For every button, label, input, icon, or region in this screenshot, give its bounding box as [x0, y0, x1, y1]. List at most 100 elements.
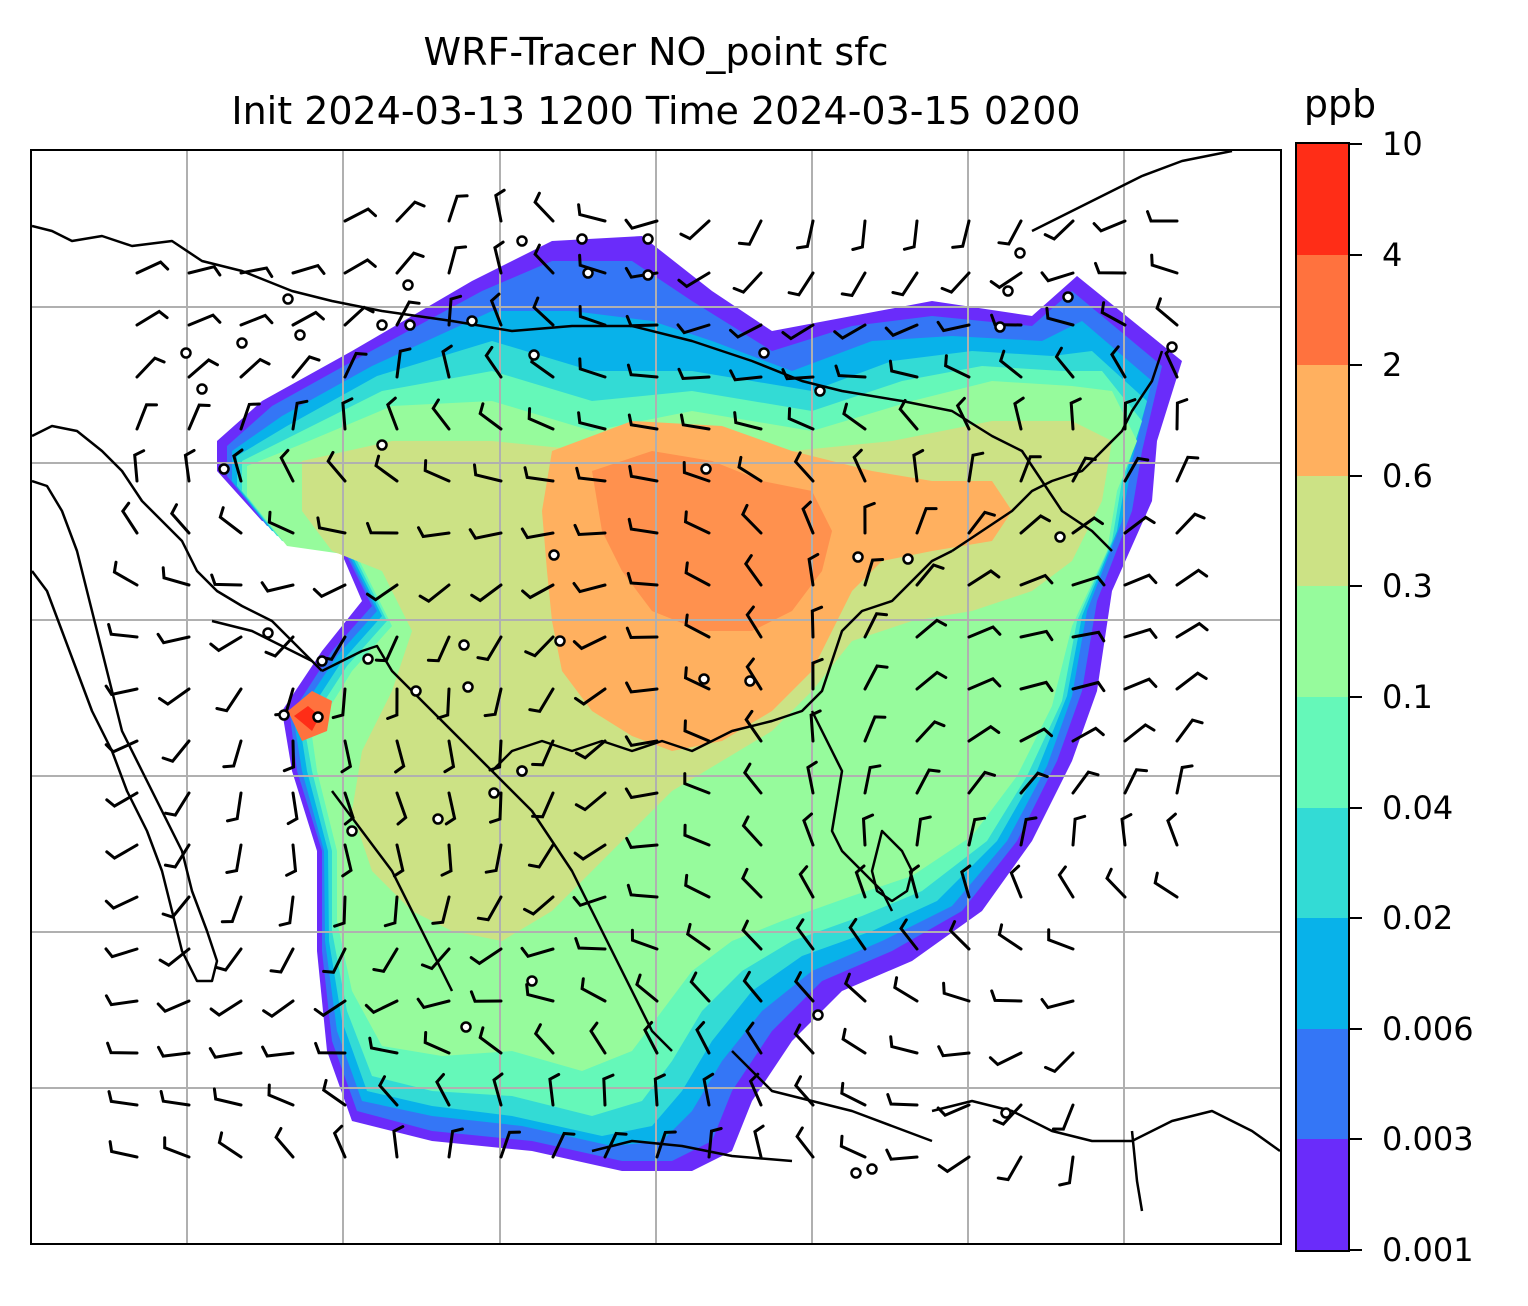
wind-barb — [625, 626, 659, 640]
wind-barb — [1071, 575, 1106, 587]
point-source-marker — [402, 279, 414, 291]
wind-barb — [801, 500, 815, 535]
wind-barb — [684, 613, 711, 639]
wind-barb — [291, 310, 325, 327]
wind-barb — [806, 760, 818, 795]
wind-barb — [753, 1124, 765, 1159]
wind-barb — [912, 449, 925, 483]
wind-barb — [312, 583, 347, 599]
point-sources — [180, 233, 1178, 1179]
colorbar-unit-label: ppb — [1303, 82, 1377, 126]
wind-barb — [937, 1045, 971, 1058]
wind-barb — [967, 770, 996, 795]
wind-barb — [1058, 1155, 1075, 1187]
wind-barb — [655, 1130, 677, 1159]
wind-barb — [489, 292, 503, 327]
wind-barb — [1043, 219, 1075, 241]
point-source-marker — [462, 681, 474, 693]
wind-barb — [264, 635, 295, 658]
wind-barb — [484, 345, 503, 379]
wind-barb — [834, 364, 867, 379]
wind-barb — [105, 843, 139, 860]
point-source-marker — [850, 1167, 862, 1179]
point-source-marker — [528, 349, 540, 361]
wind-barb — [1071, 630, 1106, 643]
wind-barb — [578, 305, 607, 327]
wind-barb — [840, 271, 867, 298]
wind-barb — [528, 687, 555, 713]
wind-barb — [1175, 398, 1189, 431]
wind-barb — [967, 510, 996, 535]
coastline-segment — [32, 224, 1113, 552]
wind-barb — [392, 1125, 405, 1159]
wind-barb — [574, 937, 607, 951]
point-source-marker — [812, 1009, 824, 1021]
wind-barb — [960, 864, 972, 899]
wind-barb — [891, 271, 919, 297]
wind-barb — [809, 709, 822, 743]
wind-barb — [1069, 397, 1082, 431]
wind-barb — [392, 843, 405, 878]
point-source-marker — [1014, 247, 1026, 259]
wind-barb — [520, 946, 555, 959]
wind-barb — [187, 358, 219, 379]
wind-barb — [863, 558, 885, 587]
wind-barb — [343, 305, 375, 327]
wind-barb — [795, 1126, 815, 1159]
wind-barb — [1123, 768, 1148, 795]
wind-barb — [848, 917, 867, 951]
wind-barb — [967, 451, 985, 483]
wind-barb — [340, 739, 353, 774]
wind-barb — [476, 635, 503, 662]
wind-barb — [417, 526, 451, 539]
wind-barb — [161, 739, 191, 763]
wind-barb — [209, 635, 243, 653]
point-source-marker — [1000, 1107, 1012, 1119]
wind-barb — [745, 657, 763, 691]
wind-barb — [225, 843, 243, 874]
wind-barb — [478, 402, 503, 431]
wind-barb — [395, 791, 408, 826]
wind-barb — [843, 972, 867, 1003]
wind-barb — [810, 605, 824, 639]
wind-barb — [108, 1140, 139, 1159]
wind-barb — [951, 219, 971, 249]
wind-barb — [793, 1023, 815, 1055]
wind-barb — [426, 635, 451, 663]
wind-barb — [603, 1131, 628, 1159]
wind-barb — [628, 464, 659, 483]
wind-barb — [742, 762, 763, 795]
wind-barb — [120, 501, 139, 535]
wind-barb — [157, 1045, 191, 1058]
colorbar-tick — [1350, 143, 1362, 145]
wind-barb — [729, 323, 763, 339]
wind-barb — [1019, 680, 1054, 693]
point-source-marker — [278, 709, 290, 721]
wind-barb — [366, 521, 399, 535]
wind-barb — [915, 563, 945, 587]
wind-barb — [1175, 671, 1208, 691]
wind-barb — [469, 990, 503, 1003]
wind-barb — [492, 1072, 504, 1107]
wind-barb — [741, 919, 763, 951]
wind-barb — [578, 357, 607, 379]
wind-barb — [423, 1031, 451, 1055]
point-source-marker — [316, 655, 328, 667]
wind-barb — [469, 947, 503, 966]
wind-barb — [435, 1073, 451, 1107]
wind-barb — [676, 323, 711, 335]
point-source-marker — [236, 337, 248, 349]
wind-barb — [695, 1021, 711, 1055]
wind-barb — [967, 569, 1001, 587]
colorbar-tick — [1350, 253, 1362, 256]
wind-barb — [532, 296, 555, 327]
wind-barb — [527, 843, 555, 869]
wind-barb — [343, 207, 377, 223]
point-source-marker — [744, 675, 756, 687]
wind-barb — [377, 1075, 399, 1107]
wind-barbs — [104, 188, 1209, 1187]
wind-barb — [493, 240, 505, 275]
wind-barb — [742, 970, 763, 1003]
point-source-marker — [852, 551, 864, 563]
wind-barb — [745, 1021, 763, 1055]
